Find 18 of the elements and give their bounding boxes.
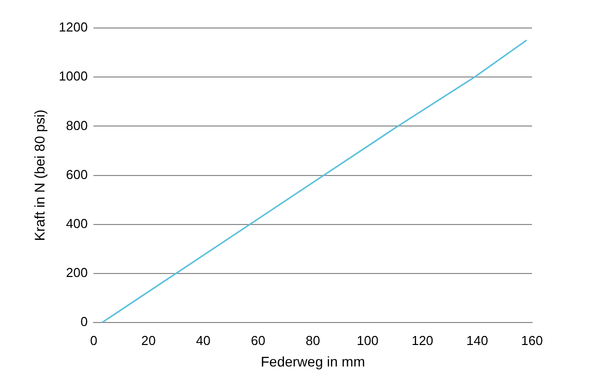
y-tick-label: 600: [66, 166, 88, 182]
y-tick-label: 0: [80, 314, 88, 330]
x-tick-label: 20: [141, 332, 156, 348]
x-tick-label: 160: [521, 332, 543, 348]
y-tick-label: 1200: [58, 20, 88, 35]
x-tick-label: 120: [412, 332, 434, 348]
y-axis-title: Kraft in N (bei 80 psi): [31, 110, 48, 242]
x-tick-label: 80: [306, 332, 320, 348]
x-tick-label: 40: [196, 332, 211, 348]
x-tick-label: 60: [250, 332, 266, 348]
y-tick-label: 800: [66, 118, 88, 133]
x-axis-title: Federweg in mm: [260, 353, 365, 370]
x-tick-label: 0: [90, 332, 98, 348]
y-tick-label: 400: [66, 216, 88, 231]
y-tick-label: 1000: [58, 68, 88, 84]
y-tick-label: 200: [66, 265, 88, 280]
x-tick-label: 100: [356, 332, 378, 348]
x-tick-label: 140: [466, 332, 488, 348]
